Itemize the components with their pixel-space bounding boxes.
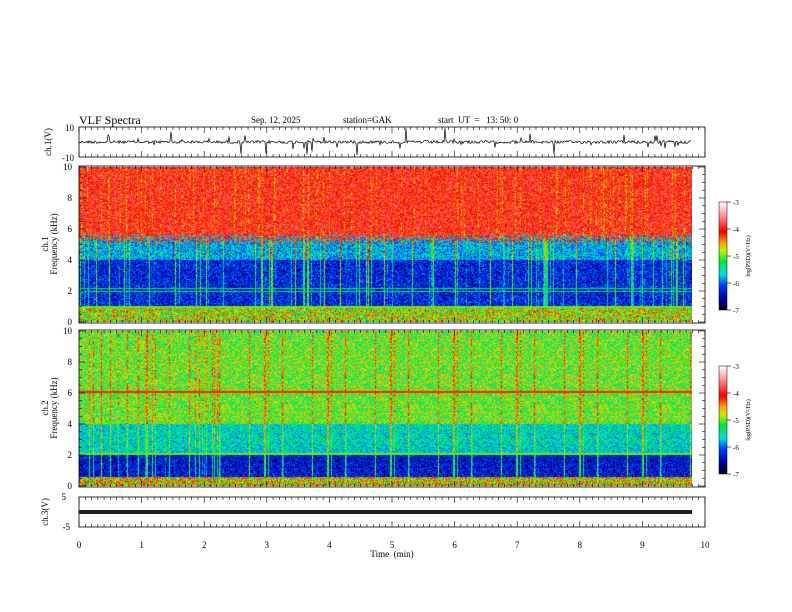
freq-tick-label: 6 — [68, 224, 73, 234]
spec1-ylabel: Frequency (kHz) — [49, 213, 59, 274]
figure-title: VLF Spectra — [79, 113, 141, 127]
colorbar-ch1-label: log(PSD)(V²/Hz) — [745, 235, 752, 276]
x-tick-label: 5 — [390, 540, 395, 550]
colorbar-frame — [718, 201, 728, 311]
freq-tick-label: 2 — [68, 286, 73, 296]
colorbar-tick-label: -3 — [733, 199, 739, 207]
ch1-ytick-top: 10 — [65, 123, 75, 133]
ch1-spectrogram — [79, 167, 692, 322]
colorbar-tick-label: -3 — [733, 363, 739, 371]
freq-tick-label: 0 — [68, 481, 73, 491]
spec2-yticks: 0 2 4 6 8 10 — [63, 326, 705, 491]
ch3-ylabel: ch.3(V) — [40, 498, 50, 526]
x-axis-label: Time (min) — [370, 549, 413, 559]
colorbar-ch1 — [719, 202, 727, 310]
colorbar-frame — [718, 365, 728, 475]
colorbar-tick-label: -5 — [733, 417, 739, 425]
x-tick-label: 8 — [578, 540, 583, 550]
x-tick-label: 7 — [515, 540, 520, 550]
freq-tick-label: 8 — [68, 357, 73, 367]
colorbar-tick-label: -5 — [733, 253, 739, 261]
freq-tick-label: 8 — [68, 193, 73, 203]
colorbar-tick-label: -4 — [733, 390, 739, 398]
station-label: station=GAK — [343, 115, 392, 125]
ch3-ytick-top: 5 — [62, 492, 67, 502]
freq-tick-label: 6 — [68, 388, 73, 398]
freq-tick-label: 10 — [63, 326, 73, 336]
spec2-ylabel: Frequency (kHz) — [49, 377, 59, 438]
x-tick-label: 3 — [265, 540, 270, 550]
ch1-ytick-bottom: -10 — [62, 153, 74, 163]
colorbar-tick-label: -6 — [733, 444, 739, 452]
x-tick-label: 2 — [202, 540, 207, 550]
x-tick-label: 0 — [77, 540, 82, 550]
ch1-waveform-line — [78, 128, 692, 155]
spec1-yticks: 0 2 4 6 8 10 — [63, 162, 705, 327]
ch1-waveform-path — [78, 128, 692, 155]
ch2-spectrogram — [79, 331, 692, 486]
freq-tick-label: 4 — [68, 255, 73, 265]
colorbar-ch2-ticks: -3 -4 -5 -6 -7 — [718, 363, 739, 479]
freq-tick-label: 4 — [68, 419, 73, 429]
x-tick-label: 4 — [327, 540, 332, 550]
x-axis-ticks — [78, 127, 706, 527]
spec2-frame — [78, 329, 706, 488]
freq-tick-label: 0 — [68, 317, 73, 327]
x-tick-label: 1 — [139, 540, 144, 550]
colorbar-ch2 — [719, 366, 727, 474]
colorbar-tick-label: -4 — [733, 226, 739, 234]
freq-tick-label: 2 — [68, 450, 73, 460]
ch3-waveform-line — [79, 510, 692, 514]
start-ut-label: start UT = 13: 50: 0 — [438, 115, 519, 125]
colorbar-tick-label: -7 — [733, 471, 739, 479]
x-tick-label: 6 — [452, 540, 457, 550]
spec1-channel-label: ch.1 — [40, 236, 50, 251]
date-label: Sep. 12, 2025 — [251, 115, 301, 125]
spec1-frame — [78, 165, 706, 324]
freq-tick-label: 10 — [63, 162, 73, 172]
colorbar-ch2-label: log(PSD)(V²/Hz) — [745, 399, 752, 440]
x-axis-tick-labels: 0 1 2 3 4 5 6 7 8 9 10 — [77, 540, 710, 550]
colorbar-tick-label: -6 — [733, 280, 739, 288]
spec2-channel-label: ch.2 — [40, 400, 50, 415]
x-tick-label: 10 — [701, 540, 711, 550]
x-tick-label: 9 — [640, 540, 645, 550]
colorbar-tick-label: -7 — [733, 307, 739, 315]
ch3-ytick-bottom: -5 — [63, 522, 71, 532]
ch1-ylabel: ch.1(V) — [43, 128, 53, 156]
colorbar-ch1-ticks: -3 -4 -5 -6 -7 — [718, 199, 739, 315]
